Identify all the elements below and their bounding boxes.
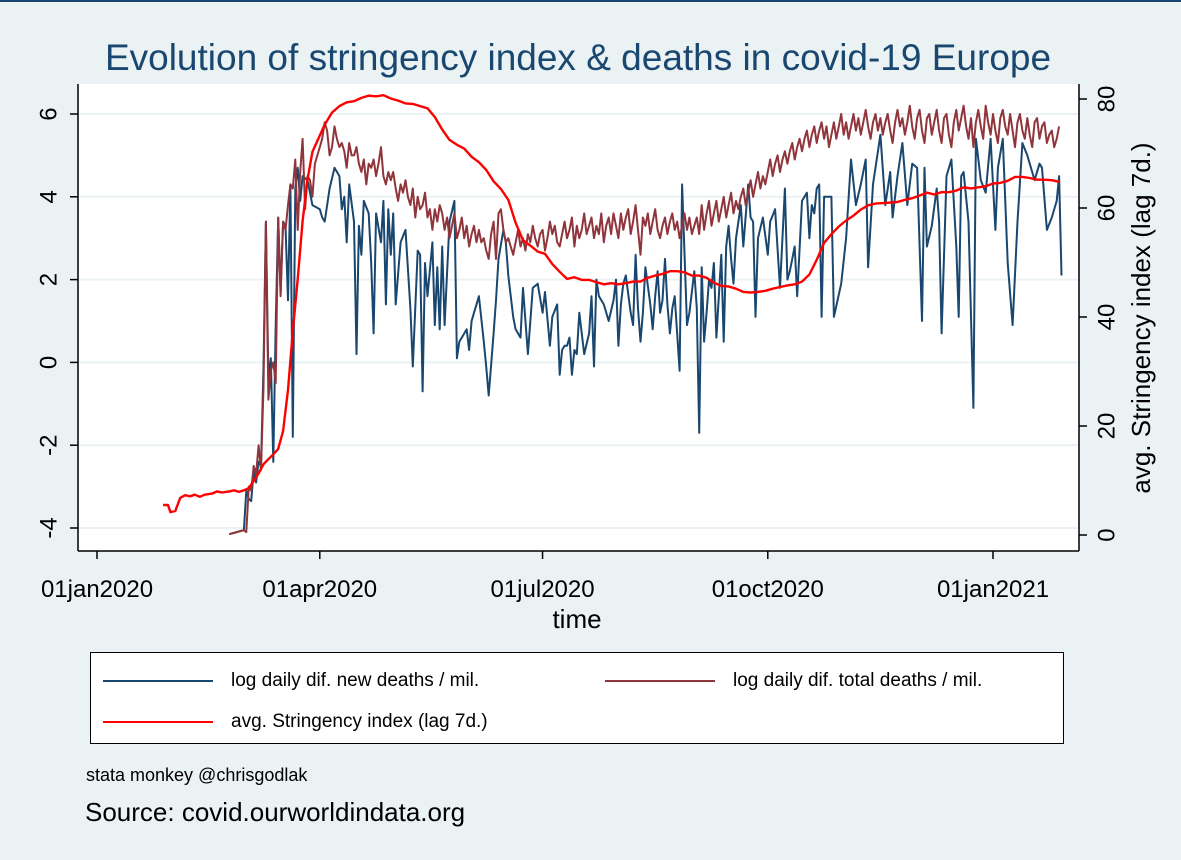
legend-item-total-deaths: log daily dif. total deaths / mil.	[605, 669, 982, 693]
chart-title: Evolution of stringency index & deaths i…	[105, 37, 1051, 78]
x-tick-label: 01jul2020	[490, 576, 594, 603]
x-tick-label: 01oct2020	[712, 576, 824, 603]
y-left-tick-label: -2	[35, 435, 62, 456]
x-tick-label: 01jan2021	[937, 576, 1049, 603]
chart-svg: Evolution of stringency index & deaths i…	[35, 37, 1156, 634]
legend-label-total-deaths: log daily dif. total deaths / mil.	[733, 670, 983, 691]
y-left-tick-label: 2	[35, 273, 62, 286]
y-right-tick-label: 60	[1093, 195, 1120, 222]
y-left-tick-label: 6	[35, 107, 62, 120]
legend-swatch-new-deaths	[103, 680, 213, 682]
y-left-tick-label: -4	[35, 517, 62, 538]
source-caption: Source: covid.ourworldindata.org	[85, 797, 466, 827]
y-right-tick-label: 80	[1093, 86, 1120, 113]
right-axis-label: avg. Stringency index (lag 7d.)	[1126, 142, 1156, 493]
legend-swatch-total-deaths	[605, 680, 715, 682]
x-tick-label: 01apr2020	[262, 576, 377, 603]
author-note: stata monkey @chrisgodlak	[86, 765, 308, 785]
y-right-tick-label: 0	[1093, 528, 1120, 541]
legend-item-stringency: avg. Stringency index (lag 7d.)	[103, 710, 488, 734]
x-axis-label: time	[552, 604, 601, 634]
legend-label-stringency: avg. Stringency index (lag 7d.)	[231, 711, 488, 732]
series-line-total-deaths	[228, 104, 1061, 536]
series-line-stringency	[163, 93, 1060, 514]
legend: log daily dif. new deaths / mil. log dai…	[90, 652, 1064, 744]
top-border	[0, 0, 1181, 2]
legend-swatch-stringency	[103, 721, 213, 723]
y-left-tick-label: 4	[35, 190, 62, 203]
y-left-tick-label: 0	[35, 356, 62, 369]
y-right-tick-label: 20	[1093, 413, 1120, 440]
x-tick-label: 01jan2020	[41, 576, 153, 603]
legend-label-new-deaths: log daily dif. new deaths / mil.	[231, 670, 480, 691]
y-right-tick-label: 40	[1093, 304, 1120, 331]
series-layer	[163, 93, 1063, 536]
legend-item-new-deaths: log daily dif. new deaths / mil.	[103, 669, 479, 693]
